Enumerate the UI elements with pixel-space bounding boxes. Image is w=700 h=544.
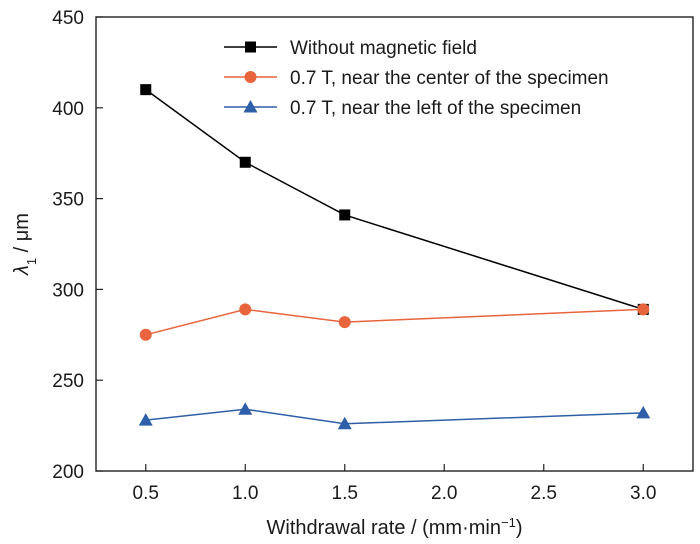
data-point-series-2	[238, 402, 253, 415]
x-axis-label-main: Withdrawal rate / (mm·min	[267, 517, 501, 539]
data-point-series-1	[637, 303, 650, 316]
x-axis-label-close: )	[516, 517, 523, 539]
y-tick-label: 400	[52, 99, 84, 120]
legend-label: 0.7 T, near the left of the specimen	[290, 98, 581, 119]
y-tick-label: 300	[52, 280, 84, 301]
plot-frame	[95, 16, 694, 472]
data-point-series-0	[239, 156, 251, 168]
plot-lines	[145, 89, 644, 425]
legend-label: 0.7 T, near the center of the specimen	[290, 68, 609, 89]
series-line-1	[145, 308, 644, 336]
x-tick-label: 1.5	[332, 483, 358, 504]
series-line-2	[145, 408, 644, 425]
x-axis-label-superscript: −1	[501, 515, 516, 530]
legend-marker	[245, 41, 256, 53]
series-line-0	[145, 89, 644, 311]
data-point-series-0	[140, 84, 152, 96]
plot-markers	[138, 84, 651, 430]
legend-item-1: 0.7 T, near the center of the specimen	[224, 68, 609, 89]
data-point-series-2	[636, 405, 651, 419]
legend-item-2: 0.7 T, near the left of the specimen	[224, 98, 581, 119]
data-point-series-1	[338, 316, 351, 329]
x-tick-label: 2.0	[431, 483, 457, 504]
legend-item-0: Without magnetic field	[224, 38, 477, 59]
y-axis-label: λ1 / μm	[11, 213, 39, 276]
y-tick-label: 250	[52, 371, 84, 392]
legend-marker	[243, 100, 258, 113]
x-tick-label: 2.5	[531, 483, 557, 504]
x-axis-ticks: 0.5 1.0 1.5 2.0 2.5 3.0	[133, 464, 656, 504]
y-axis-ticks: 200 250 300 350 400 450	[52, 8, 103, 483]
x-tick-label: 3.0	[630, 483, 656, 504]
x-tick-label: 1.0	[232, 483, 258, 504]
x-axis-label: Withdrawal rate / (mm·min−1)	[267, 515, 523, 540]
legend-marker	[244, 71, 257, 83]
y-tick-label: 200	[52, 462, 84, 483]
x-tick-label: 0.5	[133, 483, 159, 504]
y-tick-label: 350	[52, 190, 84, 211]
data-point-series-0	[339, 209, 351, 221]
y-axis-label-subscript: 1	[24, 258, 39, 265]
data-point-series-1	[239, 303, 252, 316]
y-axis-label-unit: / μm	[11, 213, 33, 258]
data-point-series-2	[138, 413, 153, 426]
y-axis-label-symbol: λ	[11, 265, 33, 276]
y-tick-label: 450	[52, 8, 84, 29]
data-point-series-2	[337, 416, 352, 430]
data-point-series-1	[139, 328, 152, 341]
legend-label: Without magnetic field	[290, 38, 477, 59]
legend: Without magnetic field 0.7 T, near the ce…	[224, 38, 609, 119]
